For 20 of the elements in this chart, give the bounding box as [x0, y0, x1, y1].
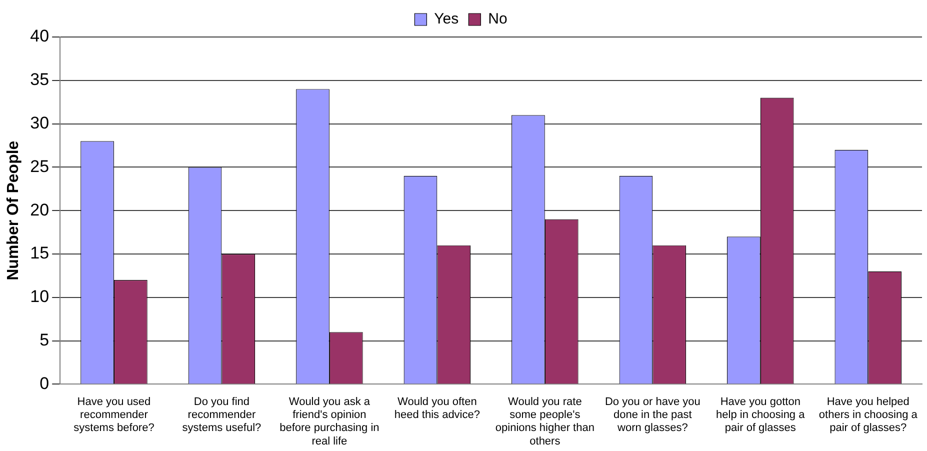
y-tick-label: 10	[30, 287, 50, 306]
x-tick-label: Do you find recommender systems useful?	[182, 396, 262, 434]
x-tick-label: Have you helped others in choosing a pair of glasses?	[818, 396, 918, 434]
y-tick-label: 40	[30, 26, 50, 46]
y-tick-label: 15	[30, 244, 50, 263]
x-tick-label: Would you ask a friend's opinion before purchasing in real life	[280, 396, 380, 448]
y-tick-label: 0	[40, 374, 50, 393]
x-tick-label: Would you rate some people's opinions higher than others	[495, 396, 594, 448]
y-tick-label: 30	[30, 113, 50, 132]
x-tick-label: Have you gotton help in choosing a pair of glasses	[716, 396, 806, 434]
y-tick-label: 5	[40, 330, 50, 350]
y-axis-title: Number Of People	[5, 140, 22, 280]
x-tick-label: Have you used recommender systems before?	[74, 396, 154, 434]
x-tick-label: Would you often heed this advice?	[394, 396, 480, 422]
y-tick-label: 20	[30, 200, 50, 220]
y-tick-label: 25	[30, 156, 50, 176]
x-tick-label: Do you or have you done in the past worn glasses?	[604, 396, 700, 434]
y-tick-label: 35	[30, 70, 50, 90]
legend-label: Yes	[434, 10, 459, 28]
legend-label: No	[488, 10, 508, 28]
